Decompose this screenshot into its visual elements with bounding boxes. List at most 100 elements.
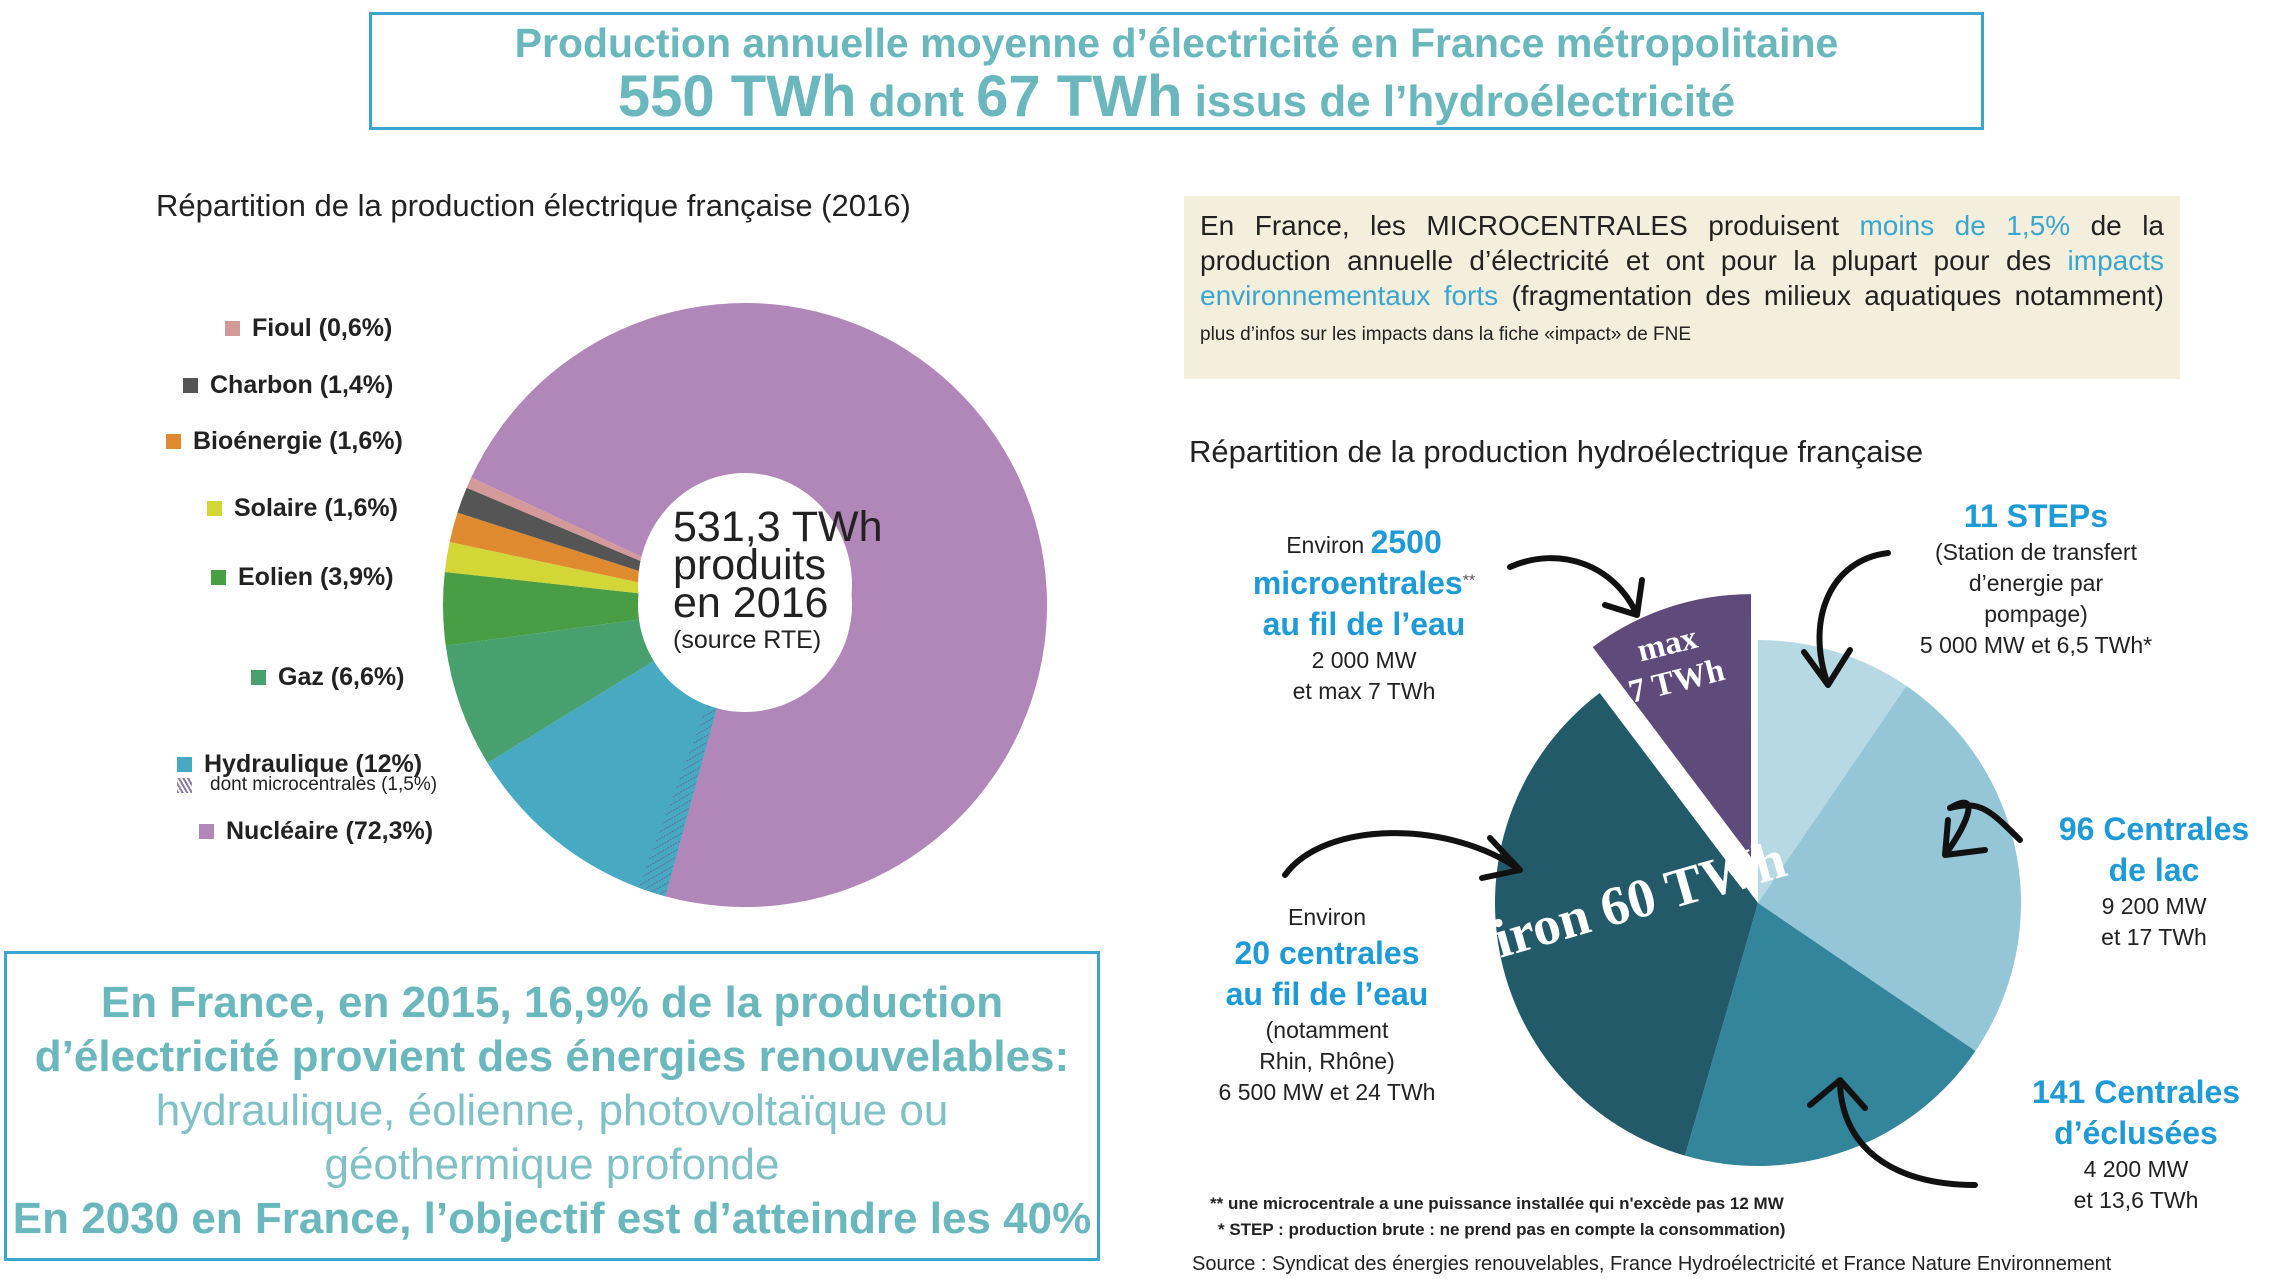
hydro-slice bbox=[1495, 692, 1758, 1156]
info-small-note: plus d’infos sur les impacts dans la fic… bbox=[1200, 324, 1692, 345]
renewables-line3: hydraulique, éolienne, photovoltaïque ou bbox=[155, 1086, 949, 1135]
donut-slice-bioénergie bbox=[449, 512, 644, 583]
info-text-2: de la production annuelle d’électricité … bbox=[1200, 210, 2165, 276]
legend-label: dont microcentrales (1,5%) bbox=[210, 774, 438, 795]
renewables-objective: En 2030 en France, l’objectif est d’atte… bbox=[12, 1194, 1092, 1243]
ann-title: 141 Centrales bbox=[2031, 1074, 2241, 1110]
header-box: Production annuelle moyenne d’électricit… bbox=[369, 12, 1984, 130]
info-text-1: En France, les MICROCENTRALES produisent bbox=[1200, 210, 1860, 241]
legend-label: Solaire (1,6%) bbox=[234, 494, 398, 522]
arrow-to-micro bbox=[1507, 555, 1645, 618]
legend-label: Fioul (0,6%) bbox=[252, 314, 393, 342]
donut-slice-nucléaire bbox=[471, 302, 1047, 907]
ann-text: Environ bbox=[1286, 532, 1371, 558]
renewables-line4: géothermique profonde bbox=[324, 1140, 780, 1189]
legend-item: Charbon (1,4%) bbox=[183, 371, 393, 400]
donut-slice-solaire bbox=[444, 542, 641, 594]
ann-title: 20 centrales bbox=[1234, 935, 1420, 971]
legend-label: Bioénergie (1,6%) bbox=[193, 427, 403, 455]
source-note: Source : Syndicat des énergies renouvela… bbox=[1192, 1253, 2112, 1275]
ann-title: microentrales bbox=[1252, 565, 1463, 601]
legend-label: Nucléaire (72,3%) bbox=[226, 817, 434, 845]
donut-slice-charbon bbox=[457, 487, 647, 573]
legend-item: Gaz (6,6%) bbox=[251, 663, 404, 692]
legend-swatch bbox=[207, 501, 222, 516]
legend-item: Fioul (0,6%) bbox=[225, 314, 392, 343]
renewables-line2: d’électricité provient des énergies reno… bbox=[34, 1032, 1070, 1081]
hydro-slice bbox=[1592, 594, 1752, 858]
ann-power: 9 200 MW bbox=[2101, 893, 2207, 919]
legend-item: Bioénergie (1,6%) bbox=[166, 427, 403, 456]
ann-title: d’éclusées bbox=[2054, 1115, 2218, 1151]
donut-slice-eolien bbox=[442, 571, 639, 646]
info-text-3: (fragmentation des milieux aquatiques no… bbox=[1498, 280, 2164, 311]
ann-title: 96 Centrales bbox=[2058, 811, 2250, 847]
legend-swatch bbox=[251, 670, 266, 685]
hydro-slice bbox=[1758, 640, 1907, 903]
info-highlight-2: impacts environnementaux forts bbox=[1200, 245, 2164, 311]
hydro-slice bbox=[1758, 685, 2022, 1051]
legend-label: Charbon (1,4%) bbox=[210, 371, 394, 399]
hydro-chart-title: Répartition de la production hydroélectr… bbox=[1189, 434, 1924, 469]
ann-text: Rhin, Rhône) bbox=[1259, 1048, 1395, 1074]
ann-title: au fil de l’eau bbox=[1262, 606, 1466, 642]
footnote-microcentrale: ** une microcentrale a une puissance ins… bbox=[1210, 1194, 1784, 1213]
center-year: en 2016 bbox=[673, 579, 829, 627]
ann-text: pompage) bbox=[1984, 601, 2088, 627]
header-suffix: issus de l’hydroélectricité bbox=[1182, 77, 1736, 126]
hydro-production: 67 TWh bbox=[976, 64, 1183, 129]
hydro-slice bbox=[1684, 903, 1976, 1166]
legend-label: Hydraulique (12%) bbox=[204, 750, 423, 778]
annotation-fil-eau: Environ 20 centrales au fil de l’eau (no… bbox=[1219, 902, 1436, 1108]
total-production: 550 TWh bbox=[617, 64, 857, 129]
donut-slice-microcentrales bbox=[638, 705, 717, 897]
header-line2: 550 TWh dont 67 TWh issus de l’hydroélec… bbox=[372, 67, 1981, 132]
ann-footnote-mark: ** bbox=[1462, 572, 1476, 590]
ann-title: au fil de l’eau bbox=[1225, 976, 1429, 1012]
arrow-to-eclusees bbox=[1807, 1077, 1978, 1188]
footnote-step: * STEP : production brute : ne prend pas… bbox=[1218, 1220, 1786, 1239]
legend-swatch bbox=[177, 777, 192, 793]
legend-swatch bbox=[225, 321, 240, 336]
legend-swatch bbox=[199, 824, 214, 839]
ann-energy: et max 7 TWh bbox=[1292, 678, 1436, 704]
arrow-to-fil bbox=[1282, 830, 1523, 881]
legend-swatch bbox=[166, 434, 181, 449]
renewables-box: En France, en 2015, 16,9% de la producti… bbox=[4, 951, 1100, 1261]
info-highlight-1: moins de 1,5% bbox=[1859, 210, 2071, 241]
legend-swatch bbox=[211, 570, 226, 585]
ann-power: 5 000 MW et 6,5 TWh* bbox=[1919, 632, 2153, 658]
annotation-microcentrales: Environ 2500 microentrales** au fil de l… bbox=[1253, 522, 1475, 707]
ann-text: d’energie par bbox=[1968, 570, 2104, 596]
ann-text: Environ bbox=[1288, 904, 1366, 930]
microcentrales-info-box: En France, les MICROCENTRALES produisent… bbox=[1184, 196, 2180, 379]
ann-title: 11 STEPs bbox=[1963, 498, 2109, 534]
header-connector: dont bbox=[856, 77, 977, 126]
ann-text: (Station de transfert bbox=[1934, 539, 2137, 565]
legend-item: Eolien (3,9%) bbox=[211, 563, 394, 592]
ann-energy: et 17 TWh bbox=[2101, 924, 2207, 950]
legend-swatch bbox=[177, 757, 192, 772]
ann-energy: et 13,6 TWh bbox=[2073, 1187, 2199, 1213]
arrow-to-lac bbox=[1942, 799, 2023, 858]
center-produced: produits bbox=[673, 541, 826, 589]
annotation-lac: 96 Centrales de lac 9 200 MW et 17 TWh bbox=[2059, 809, 2249, 953]
ann-title: de lac bbox=[2108, 852, 2200, 888]
annotation-steps: 11 STEPs (Station de transfert d’energie… bbox=[1920, 496, 2152, 661]
center-source: (source RTE) bbox=[673, 626, 822, 654]
donut-hole bbox=[638, 473, 852, 697]
ann-power: 2 000 MW bbox=[1311, 647, 1417, 673]
arrow-to-steps bbox=[1801, 550, 1891, 688]
legend-item: Hydraulique (12%) bbox=[177, 750, 422, 779]
legend-item: dont microcentrales (1,5%) bbox=[177, 774, 437, 796]
legend-label: Eolien (3,9%) bbox=[238, 563, 394, 591]
header-line1: Production annuelle moyenne d’électricit… bbox=[514, 20, 1839, 66]
donut-slice-fioul bbox=[466, 477, 649, 564]
annotation-eclusees: 141 Centrales d’éclusées 4 200 MW et 13,… bbox=[2032, 1072, 2240, 1216]
renewables-line1: En France, en 2015, 16,9% de la producti… bbox=[100, 978, 1004, 1027]
ann-power: 4 200 MW bbox=[2083, 1156, 2189, 1182]
ann-text: (notamment bbox=[1265, 1017, 1389, 1043]
center-total: 531,3 TWh bbox=[673, 503, 883, 551]
